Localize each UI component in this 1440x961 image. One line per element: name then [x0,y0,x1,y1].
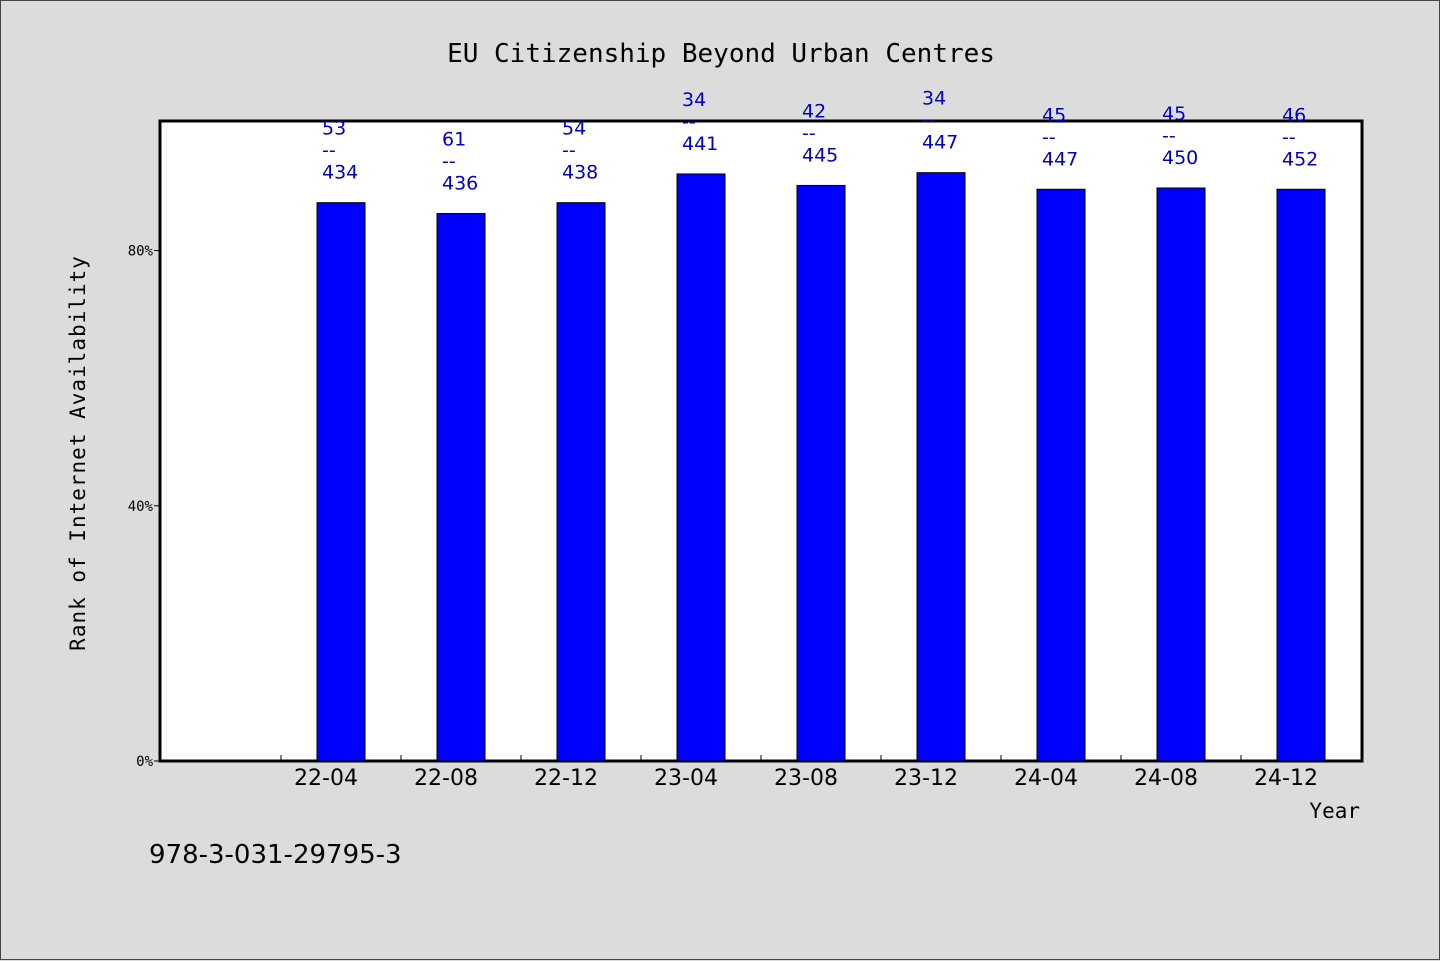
bar-24-12 [1276,188,1326,762]
bar-22-08 [436,213,486,762]
data-label-bottom: 452 [1282,148,1318,170]
data-label-separator: -- [322,140,336,162]
data-label-separator: -- [562,140,576,162]
data-label-bottom: 436 [442,173,478,195]
data-label-bottom: 447 [1042,148,1078,170]
x-tick-label: 23-08 [774,766,838,791]
data-label-top: 54 [562,118,586,140]
data-label-separator: -- [682,111,696,133]
x-tick-label: 23-04 [654,766,718,791]
data-label-separator: -- [1042,126,1056,148]
bars-group [316,172,1326,762]
bar-23-04 [676,173,726,762]
data-label-bottom: 447 [922,132,958,154]
bar-24-04 [1036,188,1086,762]
bar-23-12 [916,172,966,762]
data-label-bottom: 434 [322,162,358,184]
y-tick-label: 0% [136,754,153,770]
chart-title: EU Citizenship Beyond Urban Centres [447,39,995,69]
data-label-top: 45 [1042,104,1066,126]
data-label-bottom: 441 [682,133,718,155]
x-axis: 22-04 22-08 22-12 23-04 23-08 23-12 24-04 24-08… [280,755,1362,791]
x-tick-label: 24-08 [1134,766,1198,791]
y-axis-label: Rank of Internet Availability [66,255,90,651]
x-tick-label: 24-12 [1254,766,1318,791]
bar-22-12 [556,202,606,762]
data-label-bottom: 450 [1162,147,1198,169]
data-label-top: 46 [1282,104,1306,126]
x-tick-label: 23-12 [894,766,958,791]
data-label-separator: -- [442,151,456,173]
data-labels-group: 53--43461--43654--43834--44142--44534--4… [322,88,1318,195]
bar-24-08 [1156,187,1206,762]
x-tick-label: 22-12 [534,766,598,791]
data-label-bottom: 445 [802,144,838,166]
data-label-separator: -- [1282,126,1296,148]
data-label-top: 53 [322,118,346,140]
data-label-top: 45 [1162,103,1186,125]
data-label-separator: -- [802,122,816,144]
data-label-top: 34 [682,89,706,111]
data-label-top: 61 [442,129,466,151]
data-label-top: 34 [922,88,946,110]
x-tick-label: 22-08 [414,766,478,791]
x-axis-label: Year [1309,799,1360,823]
y-axis: 0% 40% 80% [128,244,160,770]
data-label-bottom: 438 [562,162,598,184]
y-tick-label: 40% [128,499,154,515]
data-label-separator: -- [922,110,936,132]
data-label-separator: -- [1162,125,1176,147]
bar-23-08 [796,184,846,762]
bar-22-04 [316,202,366,762]
isbn-footnote: 978-3-031-29795-3 [149,840,402,870]
y-tick-label: 80% [128,244,154,260]
x-tick-label: 24-04 [1014,766,1078,791]
x-tick-label: 22-04 [294,766,358,791]
data-label-top: 42 [802,100,826,122]
